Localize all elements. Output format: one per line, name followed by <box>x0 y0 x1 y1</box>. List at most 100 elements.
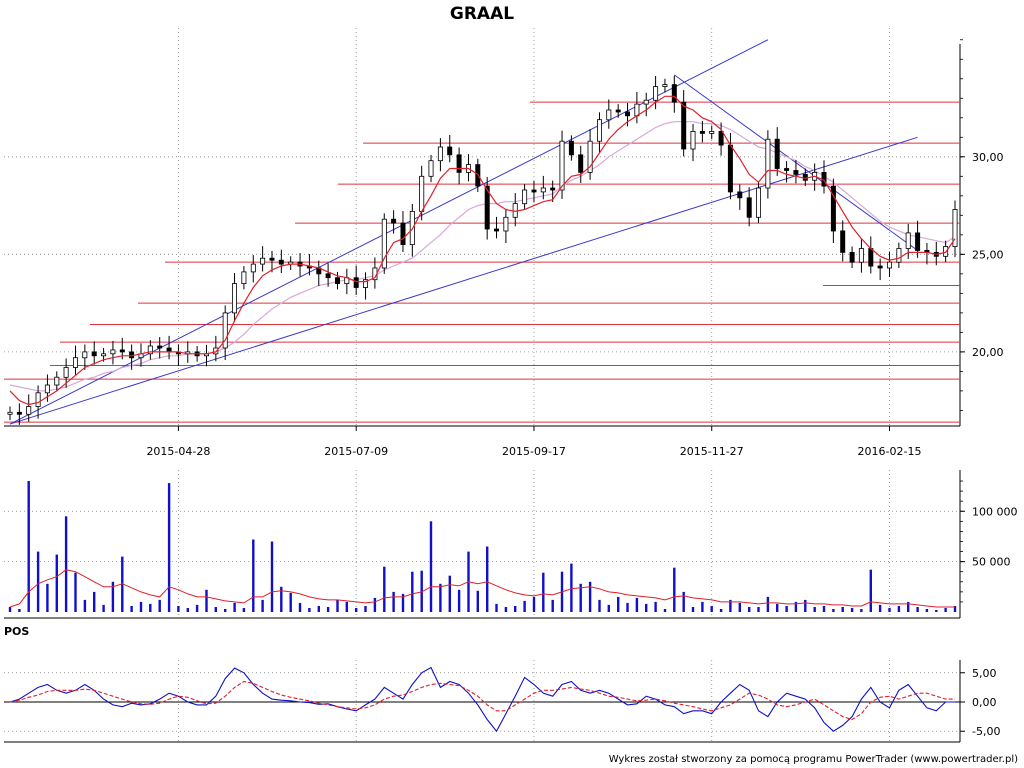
volume-bar <box>925 609 929 612</box>
volume-tick-label: 100 000 <box>972 505 1018 518</box>
candle-body <box>868 248 874 267</box>
volume-bar <box>270 541 274 612</box>
volume-bar <box>336 599 339 612</box>
volume-bar <box>289 592 292 612</box>
pos-y-ticks: -5,00 0,00 5,00 <box>960 667 1000 738</box>
volume-bar <box>710 606 713 612</box>
candle-body <box>484 185 490 230</box>
candle-body <box>325 273 331 279</box>
candle-body <box>400 222 406 246</box>
volume-bar <box>149 603 152 612</box>
candle-body <box>110 349 116 355</box>
volume-bar <box>729 599 732 612</box>
volume-bar <box>27 481 30 612</box>
volume-bar <box>46 583 49 612</box>
volume-bar <box>907 601 910 612</box>
candle-body <box>334 277 340 285</box>
volume-bar <box>748 607 751 612</box>
volume-bar <box>673 567 676 612</box>
date-tick-label: 2015-11-27 <box>680 445 744 458</box>
candle-body <box>681 101 687 150</box>
volume-bar <box>607 604 610 612</box>
pos-lines <box>9 666 955 733</box>
volume-bar <box>74 572 77 612</box>
candle-body <box>830 185 836 232</box>
volume-bar <box>93 591 96 612</box>
volume-bar <box>102 604 105 612</box>
volume-bar <box>411 571 414 612</box>
volume-panel: 50 000 100 000 <box>4 470 1018 619</box>
candle-body <box>643 99 649 105</box>
candle-body <box>802 173 808 181</box>
pos-tick-label: 5,00 <box>972 667 997 680</box>
volume-bar <box>308 608 311 612</box>
volume-bar <box>813 607 816 612</box>
candles <box>7 75 958 425</box>
volume-bar <box>514 606 517 612</box>
candle-body <box>905 232 911 249</box>
candle-body <box>250 263 256 273</box>
volume-bar <box>542 572 545 612</box>
volume-bar <box>326 607 330 612</box>
candle-body <box>737 191 743 199</box>
volume-y-ticks: 50 000 100 000 <box>960 480 1018 603</box>
candle-body <box>877 265 883 269</box>
volume-bar <box>64 516 68 612</box>
candle-body <box>278 259 284 265</box>
candle-body <box>73 357 79 368</box>
candle-body <box>456 154 462 173</box>
candle-body <box>447 146 453 156</box>
trendline-up-long <box>9 136 918 425</box>
candle-body <box>568 140 574 156</box>
candle-body <box>82 351 88 359</box>
candle-body <box>428 160 434 177</box>
candle-body <box>756 187 762 218</box>
candle-body <box>157 345 163 349</box>
volume-bar <box>448 575 451 612</box>
volume-bar <box>261 599 264 612</box>
volume-bar <box>36 551 40 612</box>
volume-bar <box>373 597 377 612</box>
volume-bar <box>280 586 283 612</box>
volume-bar <box>663 609 667 612</box>
candle-body <box>578 154 584 173</box>
volume-bar <box>457 589 461 612</box>
pos-panel: POS -5,00 0,00 5,00 <box>4 625 1000 743</box>
candle-body <box>765 138 771 189</box>
volume-bar <box>476 590 479 612</box>
volume-bar <box>869 569 872 612</box>
volume-bar <box>439 583 442 612</box>
price-tick-label: 20,00 <box>972 346 1004 359</box>
volume-bar <box>588 581 592 612</box>
candle-body <box>391 218 397 224</box>
volume-bar <box>617 596 620 612</box>
candle-body <box>91 351 97 357</box>
trendline-up-steep <box>9 39 769 425</box>
candle-body <box>653 86 659 101</box>
volume-bar <box>654 601 657 612</box>
volume-bar <box>626 602 629 612</box>
candle-body <box>587 140 593 173</box>
price-grid <box>4 28 960 426</box>
volume-bar <box>897 606 901 612</box>
volume-bar <box>401 593 405 612</box>
volume-bar <box>832 609 835 612</box>
candle-body <box>231 283 237 314</box>
candle-body <box>746 197 752 218</box>
volume-bar <box>570 563 573 612</box>
candle-body <box>44 384 50 394</box>
volume-tick-label: 50 000 <box>972 556 1011 569</box>
candle-body <box>26 406 32 415</box>
candle-body <box>503 216 509 232</box>
volume-bar <box>429 521 433 612</box>
volume-bar <box>860 609 863 612</box>
candle-body <box>849 251 855 263</box>
volume-bar <box>645 603 648 612</box>
candle-body <box>699 130 705 134</box>
volume-bar <box>935 610 938 612</box>
candle-body <box>16 411 22 415</box>
candle-body <box>540 187 546 193</box>
volume-bar <box>953 606 957 612</box>
candle-body <box>887 261 893 269</box>
